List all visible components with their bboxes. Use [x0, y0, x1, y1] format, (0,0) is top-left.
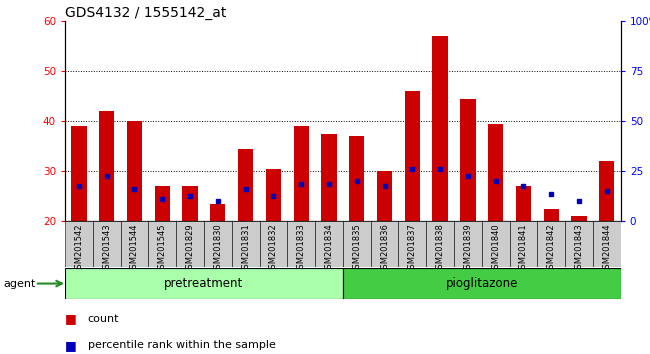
Text: GSM201833: GSM201833 [296, 223, 306, 274]
Bar [370, 221, 398, 267]
Bar [72, 126, 86, 221]
Bar [127, 121, 142, 221]
Bar [543, 209, 559, 221]
Text: GSM201542: GSM201542 [74, 223, 83, 274]
Text: pretreatment: pretreatment [164, 277, 244, 290]
Bar [599, 161, 614, 221]
Bar [454, 221, 482, 267]
Text: GSM201834: GSM201834 [324, 223, 333, 274]
Bar [155, 186, 170, 221]
Bar [183, 186, 198, 221]
Bar [210, 204, 226, 221]
Bar [426, 221, 454, 267]
Bar [321, 134, 337, 221]
Text: GSM201840: GSM201840 [491, 223, 500, 274]
Text: GSM201838: GSM201838 [436, 223, 445, 274]
Text: GSM201841: GSM201841 [519, 223, 528, 274]
Bar [482, 221, 510, 267]
Bar [343, 221, 370, 267]
Bar [204, 221, 231, 267]
Text: count: count [88, 314, 119, 324]
Text: GSM201829: GSM201829 [185, 223, 194, 274]
Text: GSM201544: GSM201544 [130, 223, 139, 274]
Text: GSM201835: GSM201835 [352, 223, 361, 274]
Text: GSM201830: GSM201830 [213, 223, 222, 274]
Text: pioglitazone: pioglitazone [446, 277, 518, 290]
Bar [65, 268, 343, 299]
Bar [538, 221, 566, 267]
Bar [488, 124, 503, 221]
Bar [460, 99, 476, 221]
Bar [349, 136, 365, 221]
Text: ■: ■ [65, 339, 77, 352]
Text: GSM201831: GSM201831 [241, 223, 250, 274]
Bar [99, 111, 114, 221]
Bar [65, 221, 93, 267]
Bar [405, 91, 420, 221]
Text: percentile rank within the sample: percentile rank within the sample [88, 340, 276, 350]
Bar [148, 221, 176, 267]
Bar [432, 36, 448, 221]
Bar [510, 221, 538, 267]
Bar [398, 221, 426, 267]
Bar [176, 221, 204, 267]
Bar [516, 186, 531, 221]
Text: GSM201836: GSM201836 [380, 223, 389, 274]
Bar [593, 221, 621, 267]
Bar [93, 221, 120, 267]
Bar [287, 221, 315, 267]
Bar [232, 221, 259, 267]
Bar [259, 221, 287, 267]
Text: GSM201839: GSM201839 [463, 223, 473, 274]
Text: GSM201843: GSM201843 [575, 223, 584, 274]
Bar [343, 268, 621, 299]
Bar [571, 216, 587, 221]
Bar [266, 169, 281, 221]
Text: GSM201832: GSM201832 [269, 223, 278, 274]
Bar [315, 221, 343, 267]
Text: GSM201842: GSM201842 [547, 223, 556, 274]
Text: GSM201844: GSM201844 [603, 223, 612, 274]
Text: agent: agent [3, 279, 36, 289]
Bar [238, 149, 254, 221]
Text: GSM201543: GSM201543 [102, 223, 111, 274]
Text: GSM201837: GSM201837 [408, 223, 417, 274]
Bar [377, 171, 392, 221]
Text: GSM201545: GSM201545 [158, 223, 167, 274]
Text: GDS4132 / 1555142_at: GDS4132 / 1555142_at [65, 6, 226, 20]
Bar [565, 221, 593, 267]
Text: ■: ■ [65, 312, 77, 325]
Bar [294, 126, 309, 221]
Bar [121, 221, 148, 267]
